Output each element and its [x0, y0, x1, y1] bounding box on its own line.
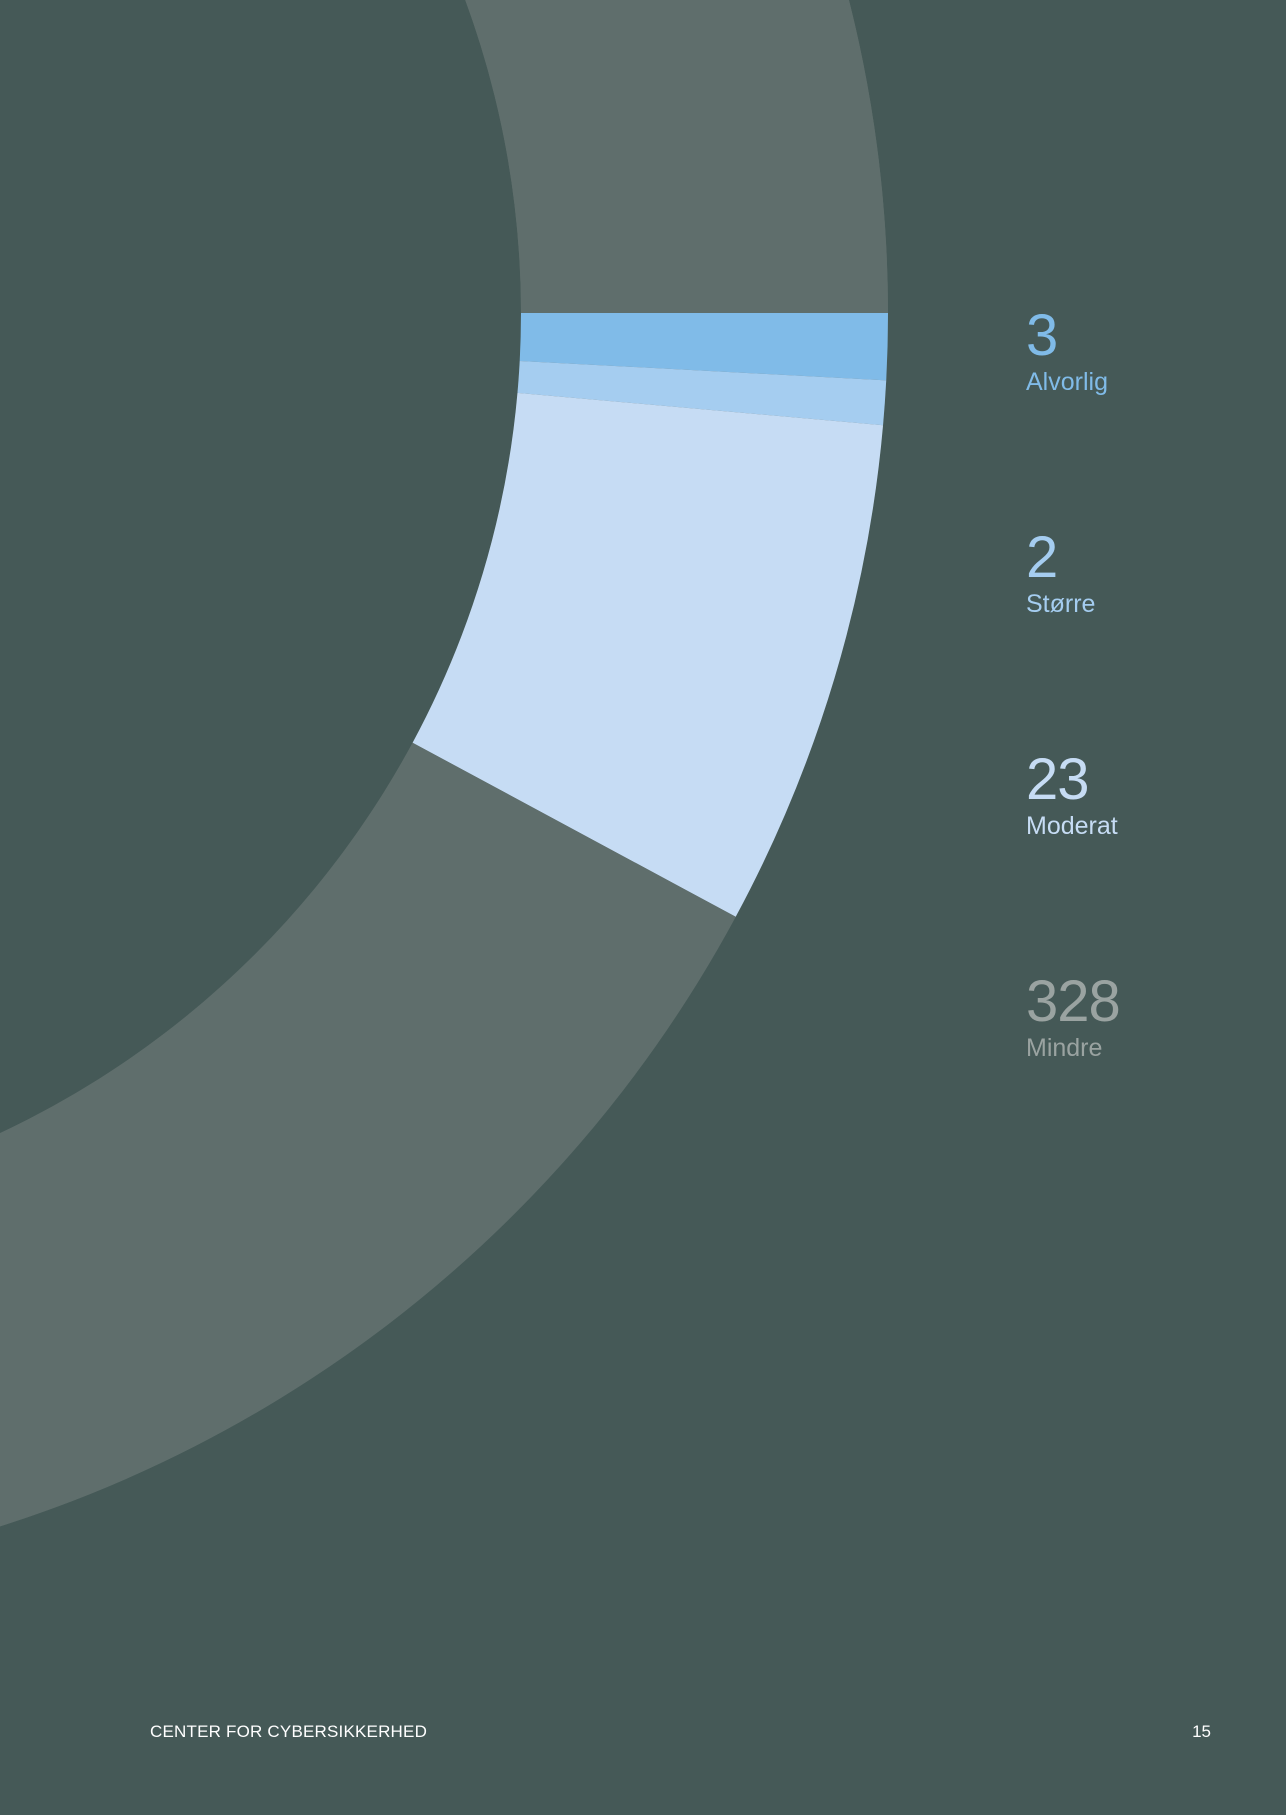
legend-value-mindre: 328	[1026, 969, 1121, 1034]
donut-slices	[0, 0, 888, 1527]
legend-value-alvorlig: 3	[1026, 303, 1058, 368]
legend-value-moderat: 23	[1026, 747, 1090, 812]
legend: 3 Alvorlig 2 Større 23 Moderat 328 Mindr…	[1026, 305, 1266, 1193]
legend-item-alvorlig: 3 Alvorlig	[1026, 305, 1266, 527]
legend-label-alvorlig: Alvorlig	[1026, 368, 1108, 396]
legend-label-storre: Større	[1026, 590, 1096, 618]
legend-item-mindre: 328 Mindre	[1026, 971, 1266, 1193]
legend-item-moderat: 23 Moderat	[1026, 749, 1266, 971]
slice-st-rre	[517, 360, 887, 426]
legend-label-moderat: Moderat	[1026, 812, 1118, 840]
slice-mindre	[0, 0, 888, 1527]
footer-organization: CENTER FOR CYBERSIKKERHED	[150, 1722, 428, 1741]
legend-label-mindre: Mindre	[1026, 1034, 1103, 1062]
slice-moderat	[412, 392, 884, 917]
legend-item-storre: 2 Større	[1026, 527, 1266, 749]
page-number: 15	[1192, 1722, 1211, 1741]
legend-value-storre: 2	[1026, 525, 1058, 590]
slice-alvorlig	[519, 313, 888, 381]
